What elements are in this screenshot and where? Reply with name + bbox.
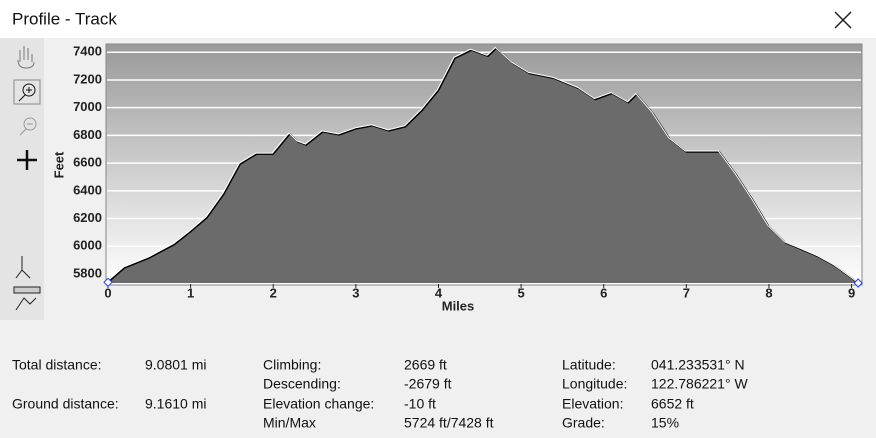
- stat-label: Climbing:: [263, 357, 321, 373]
- y-tick-label: 6000: [73, 238, 102, 253]
- x-tick-label: 7: [683, 285, 690, 300]
- y-tick-label: 5800: [73, 265, 102, 280]
- stat-label: Elevation change:: [263, 396, 374, 412]
- x-tick-label: 6: [600, 285, 607, 300]
- stat-value: 122.786221° W: [651, 376, 748, 392]
- x-tick-label: 2: [270, 285, 277, 300]
- elevation-area: [108, 48, 859, 284]
- endpoint-marker: [853, 278, 863, 288]
- stat-label: Elevation:: [562, 396, 623, 412]
- elevation-highlight: [106, 46, 858, 283]
- y-tick-label: 6800: [73, 127, 102, 142]
- stat-label: Ground distance:: [12, 396, 119, 412]
- y-axis-label: Feet: [51, 151, 66, 178]
- y-tick-label: 6200: [73, 210, 102, 225]
- stat-value: 041.233531° N: [651, 357, 745, 373]
- toolbar: [0, 38, 44, 320]
- stat-label: Longitude:: [562, 376, 627, 392]
- stat-label: Descending:: [263, 376, 341, 392]
- pan-tool[interactable]: [17, 46, 35, 69]
- x-tick-label: 4: [435, 285, 443, 300]
- x-tick-label: 9: [848, 285, 855, 300]
- stat-value: 9.0801 mi: [145, 357, 206, 373]
- endpoint-marker: [103, 277, 113, 288]
- stat-label: Grade:: [562, 415, 605, 431]
- y-tick-label: 6400: [73, 182, 102, 197]
- y-tick-label: 6600: [73, 155, 102, 170]
- zoom-out-tool[interactable]: [19, 117, 37, 136]
- stat-value: -2679 ft: [404, 376, 452, 392]
- title-bar: [0, 0, 876, 38]
- profile-tool[interactable]: [13, 256, 41, 311]
- close-button[interactable]: [834, 11, 852, 29]
- y-tick-label: 7200: [73, 71, 102, 86]
- y-tick-label: 7000: [73, 99, 102, 114]
- x-tick-label: 8: [765, 285, 772, 300]
- zoom-in-tool[interactable]: [13, 79, 41, 105]
- x-tick-label: 5: [517, 285, 524, 300]
- x-axis-label: Miles: [442, 298, 475, 313]
- x-tick-label: 1: [187, 285, 194, 300]
- window-title: Profile - Track: [12, 9, 117, 28]
- y-tick-label: 7400: [73, 44, 102, 59]
- stat-label: Latitude:: [562, 357, 616, 373]
- crosshair-tool[interactable]: [17, 150, 37, 170]
- stat-value: 2669 ft: [404, 357, 447, 373]
- stat-label: Total distance:: [12, 357, 102, 373]
- x-tick-label: 3: [352, 285, 359, 300]
- stat-value: -10 ft: [404, 396, 436, 412]
- stat-label: Min/Max: [263, 415, 316, 431]
- stat-value: 9.1610 mi: [145, 396, 206, 412]
- x-tick-label: 0: [104, 285, 111, 300]
- stat-value: 15%: [651, 415, 679, 431]
- stat-value: 5724 ft/7428 ft: [404, 415, 494, 431]
- stat-value: 6652 ft: [651, 396, 694, 412]
